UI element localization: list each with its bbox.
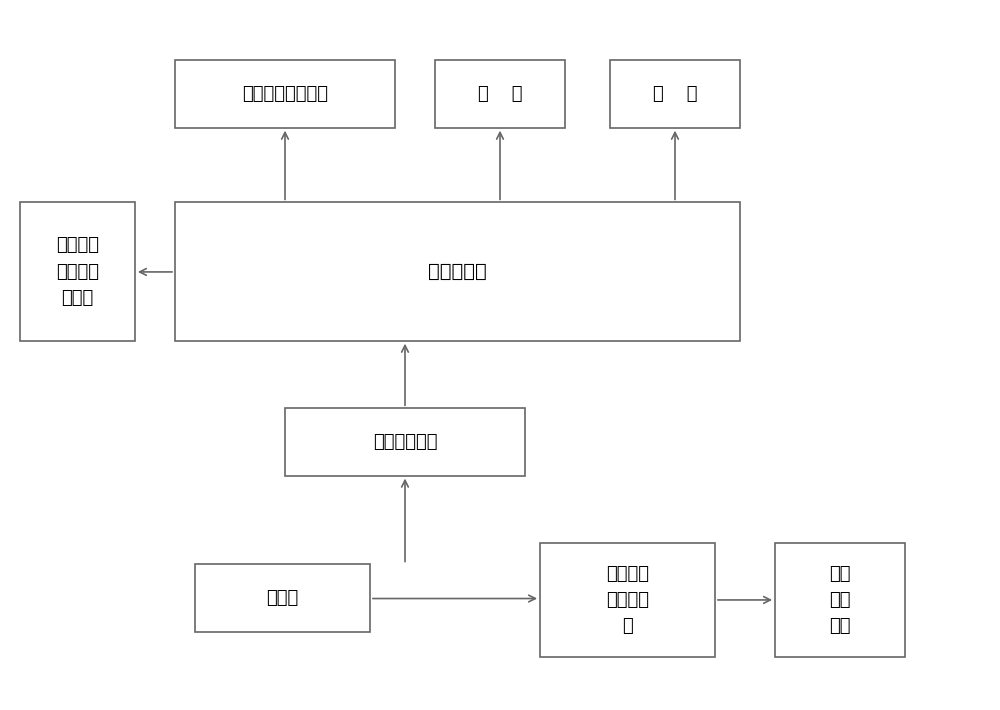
Text: 钻架及动力头: 钻架及动力头 (373, 433, 437, 451)
Text: 柴油机、液压泵站: 柴油机、液压泵站 (242, 85, 328, 103)
Bar (775, 543, 905, 657)
Text: 操作控制盘: 操作控制盘 (428, 262, 487, 281)
Text: 传感器: 传感器 (266, 589, 299, 607)
Bar (540, 543, 715, 657)
Bar (435, 60, 565, 128)
Text: 数据
处理
系统: 数据 处理 系统 (829, 564, 851, 635)
Bar (175, 60, 395, 128)
Text: 数据采集
及存储系
统: 数据采集 及存储系 统 (606, 564, 649, 635)
Bar (195, 564, 370, 632)
Bar (20, 202, 135, 341)
Text: 钻头、钻
杆及移动
运输架: 钻头、钻 杆及移动 运输架 (56, 236, 99, 307)
Bar (175, 202, 740, 341)
Text: 水    箱: 水 箱 (653, 85, 697, 103)
Text: 水    泵: 水 泵 (478, 85, 522, 103)
Bar (610, 60, 740, 128)
Bar (285, 408, 525, 476)
